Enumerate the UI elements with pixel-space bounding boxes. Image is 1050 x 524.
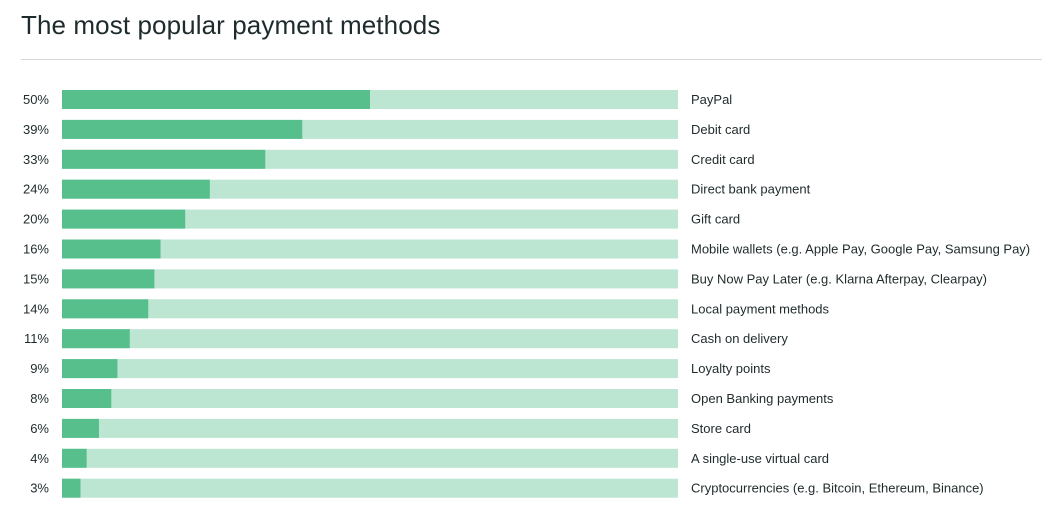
category-label: Store card (691, 421, 751, 436)
bar-row: 16% Mobile wallets (e.g. Apple Pay, Googl… (23, 239, 1030, 259)
bar-row: 4% A single-use virtual card (30, 448, 829, 468)
bar (62, 90, 370, 109)
bar-track (62, 329, 678, 349)
bar-row: 33% Credit card (23, 149, 755, 169)
bar (62, 179, 210, 199)
bar-row: 8% Open Banking payments (30, 389, 834, 408)
value-label: 4% (30, 451, 49, 466)
bar (62, 478, 81, 498)
value-label: 6% (30, 421, 49, 436)
value-label: 11% (24, 331, 49, 346)
category-label: Open Banking payments (691, 391, 834, 406)
bar (62, 299, 149, 319)
bar-track (62, 478, 678, 498)
bar-row: 6% Store card (30, 418, 751, 438)
category-label: Cryptocurrencies (e.g. Bitcoin, Ethereum… (691, 481, 984, 496)
bar-row: 9% Loyalty points (30, 359, 771, 379)
bar (62, 359, 118, 379)
bar (62, 448, 87, 468)
value-label: 14% (23, 301, 49, 316)
value-label: 39% (23, 122, 49, 137)
bar-track (62, 179, 678, 199)
value-label: 8% (30, 391, 49, 406)
category-label: Loyalty points (691, 361, 771, 376)
value-label: 24% (23, 182, 49, 197)
category-label: A single-use virtual card (691, 451, 829, 466)
category-label: Mobile wallets (e.g. Apple Pay, Google P… (691, 242, 1030, 257)
chart-title: The most popular payment methods (21, 10, 441, 40)
bar-track (62, 239, 678, 259)
value-label: 9% (30, 361, 49, 376)
value-label: 15% (23, 271, 49, 286)
bar (62, 119, 303, 139)
bar-row: 15% Buy Now Pay Later (e.g. Klarna Afterp… (23, 269, 987, 289)
category-label: PayPal (691, 92, 732, 107)
value-label: 20% (23, 212, 49, 227)
bar-row: 14% Local payment methods (23, 299, 830, 319)
bar-row: 24% Direct bank payment (23, 179, 811, 199)
category-label: Credit card (691, 152, 755, 167)
title-divider (21, 59, 1042, 60)
bar-track (62, 269, 678, 289)
bar-row: 11% Cash on delivery (24, 329, 788, 349)
bar (62, 329, 130, 349)
bar-row: 20% Gift card (23, 209, 740, 229)
bar-row: 3% Cryptocurrencies (e.g. Bitcoin, Ethere… (30, 478, 984, 498)
bar (62, 389, 112, 408)
bar-track (62, 299, 678, 319)
value-label: 16% (23, 242, 49, 257)
bar (62, 269, 155, 289)
bar (62, 239, 161, 259)
bar-track (62, 209, 678, 229)
category-label: Local payment methods (691, 301, 830, 316)
value-label: 3% (30, 481, 49, 496)
category-label: Cash on delivery (691, 331, 788, 346)
bar-row: 50% PayPal (23, 90, 732, 109)
bar-row: 39% Debit card (23, 119, 750, 139)
bar-track (62, 418, 678, 438)
bar-track (62, 359, 678, 379)
bar-track (62, 389, 678, 408)
value-label: 50% (23, 92, 49, 107)
category-label: Gift card (691, 212, 740, 227)
bar (62, 418, 99, 438)
category-label: Direct bank payment (691, 182, 811, 197)
bar-track (62, 448, 678, 468)
bar (62, 149, 266, 169)
category-label: Buy Now Pay Later (e.g. Klarna Afterpay,… (691, 271, 987, 286)
bar (62, 209, 186, 229)
value-label: 33% (23, 152, 49, 167)
category-label: Debit card (691, 122, 750, 137)
